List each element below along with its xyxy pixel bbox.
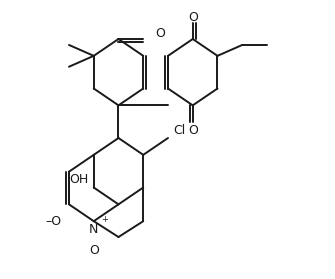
Text: +: + (101, 215, 108, 224)
Text: OH: OH (70, 173, 89, 186)
Text: O: O (155, 27, 165, 40)
Text: O: O (188, 11, 198, 24)
Text: O: O (188, 124, 198, 137)
Text: Cl: Cl (173, 124, 185, 137)
Text: N: N (89, 223, 98, 235)
Text: –O: –O (45, 215, 61, 228)
Text: O: O (89, 244, 99, 258)
